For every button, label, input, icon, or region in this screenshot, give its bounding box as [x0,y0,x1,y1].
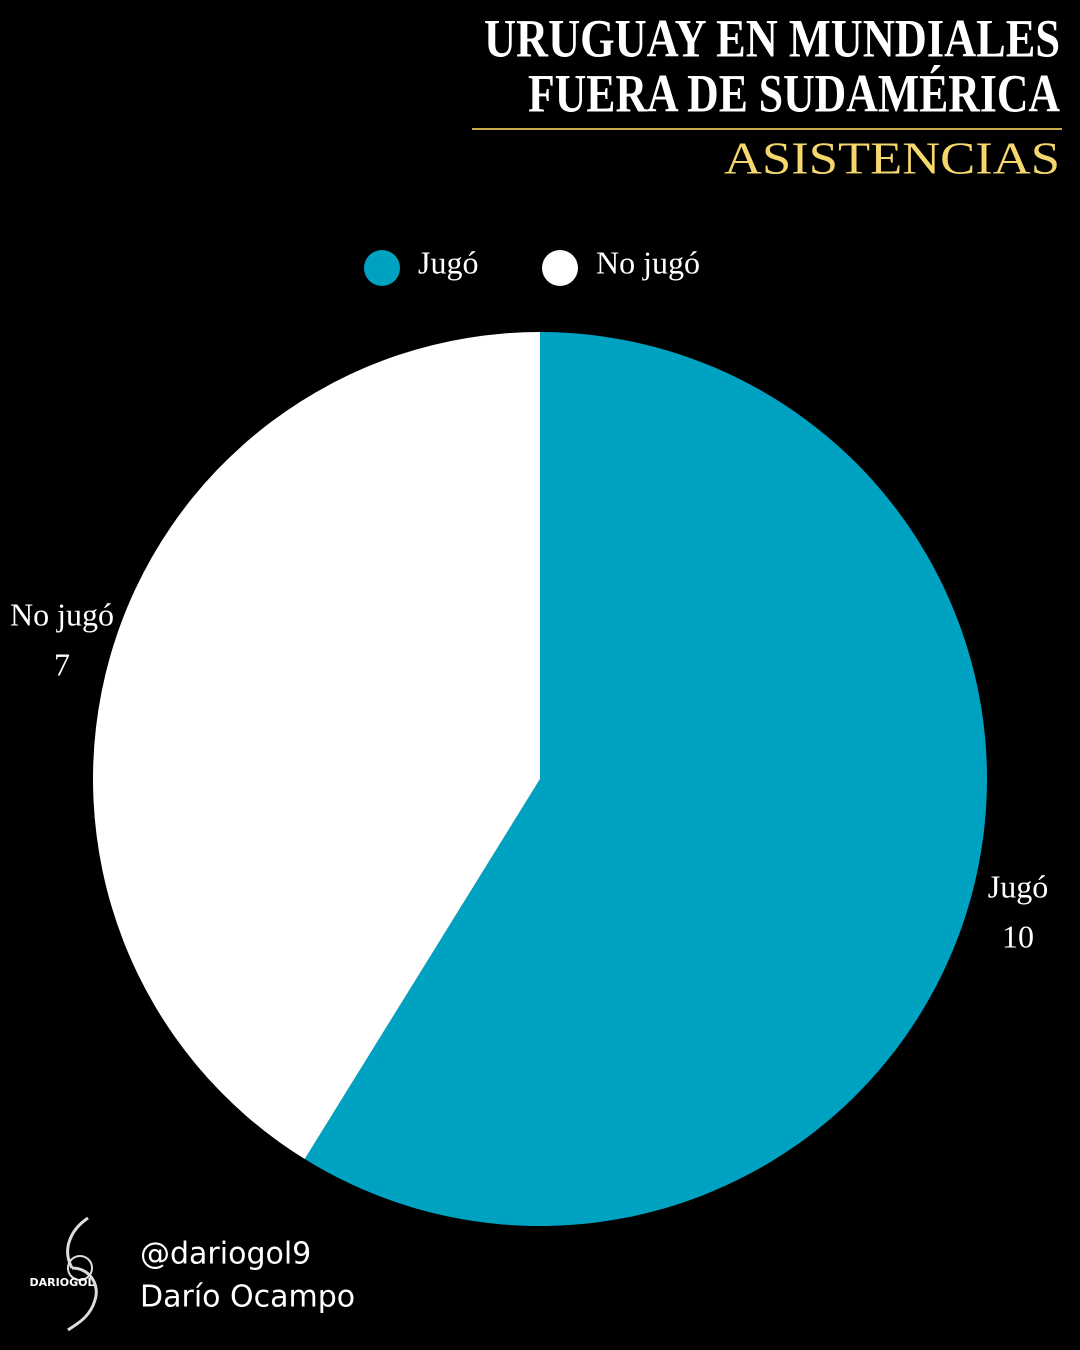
footer-author: Darío Ocampo [140,1280,355,1315]
logo-ball [67,1255,93,1281]
data-label: 7 [54,646,70,682]
data-label: Jugó [988,868,1048,904]
legend-label: No jugó [596,244,700,280]
logo-mark [66,1216,98,1332]
chart-title: FUERA DE SUDAMÉRICA [528,63,1060,123]
pie-slice [304,332,987,1226]
logo: DARIOGOL [30,1216,98,1332]
legend-label: Jugó [418,244,478,280]
pie-slice [92,332,540,1160]
legend-swatch [542,250,578,286]
chart-title: URUGUAY EN MUNDIALES [484,8,1060,68]
footer-handle: @dariogol9 [140,1237,311,1272]
logo-text: DARIOGOL [30,1276,95,1289]
legend-swatch [364,250,400,286]
data-label: 10 [1002,918,1034,954]
chart-subtitle: ASISTENCIAS [724,133,1060,184]
data-label: No jugó [10,596,114,632]
